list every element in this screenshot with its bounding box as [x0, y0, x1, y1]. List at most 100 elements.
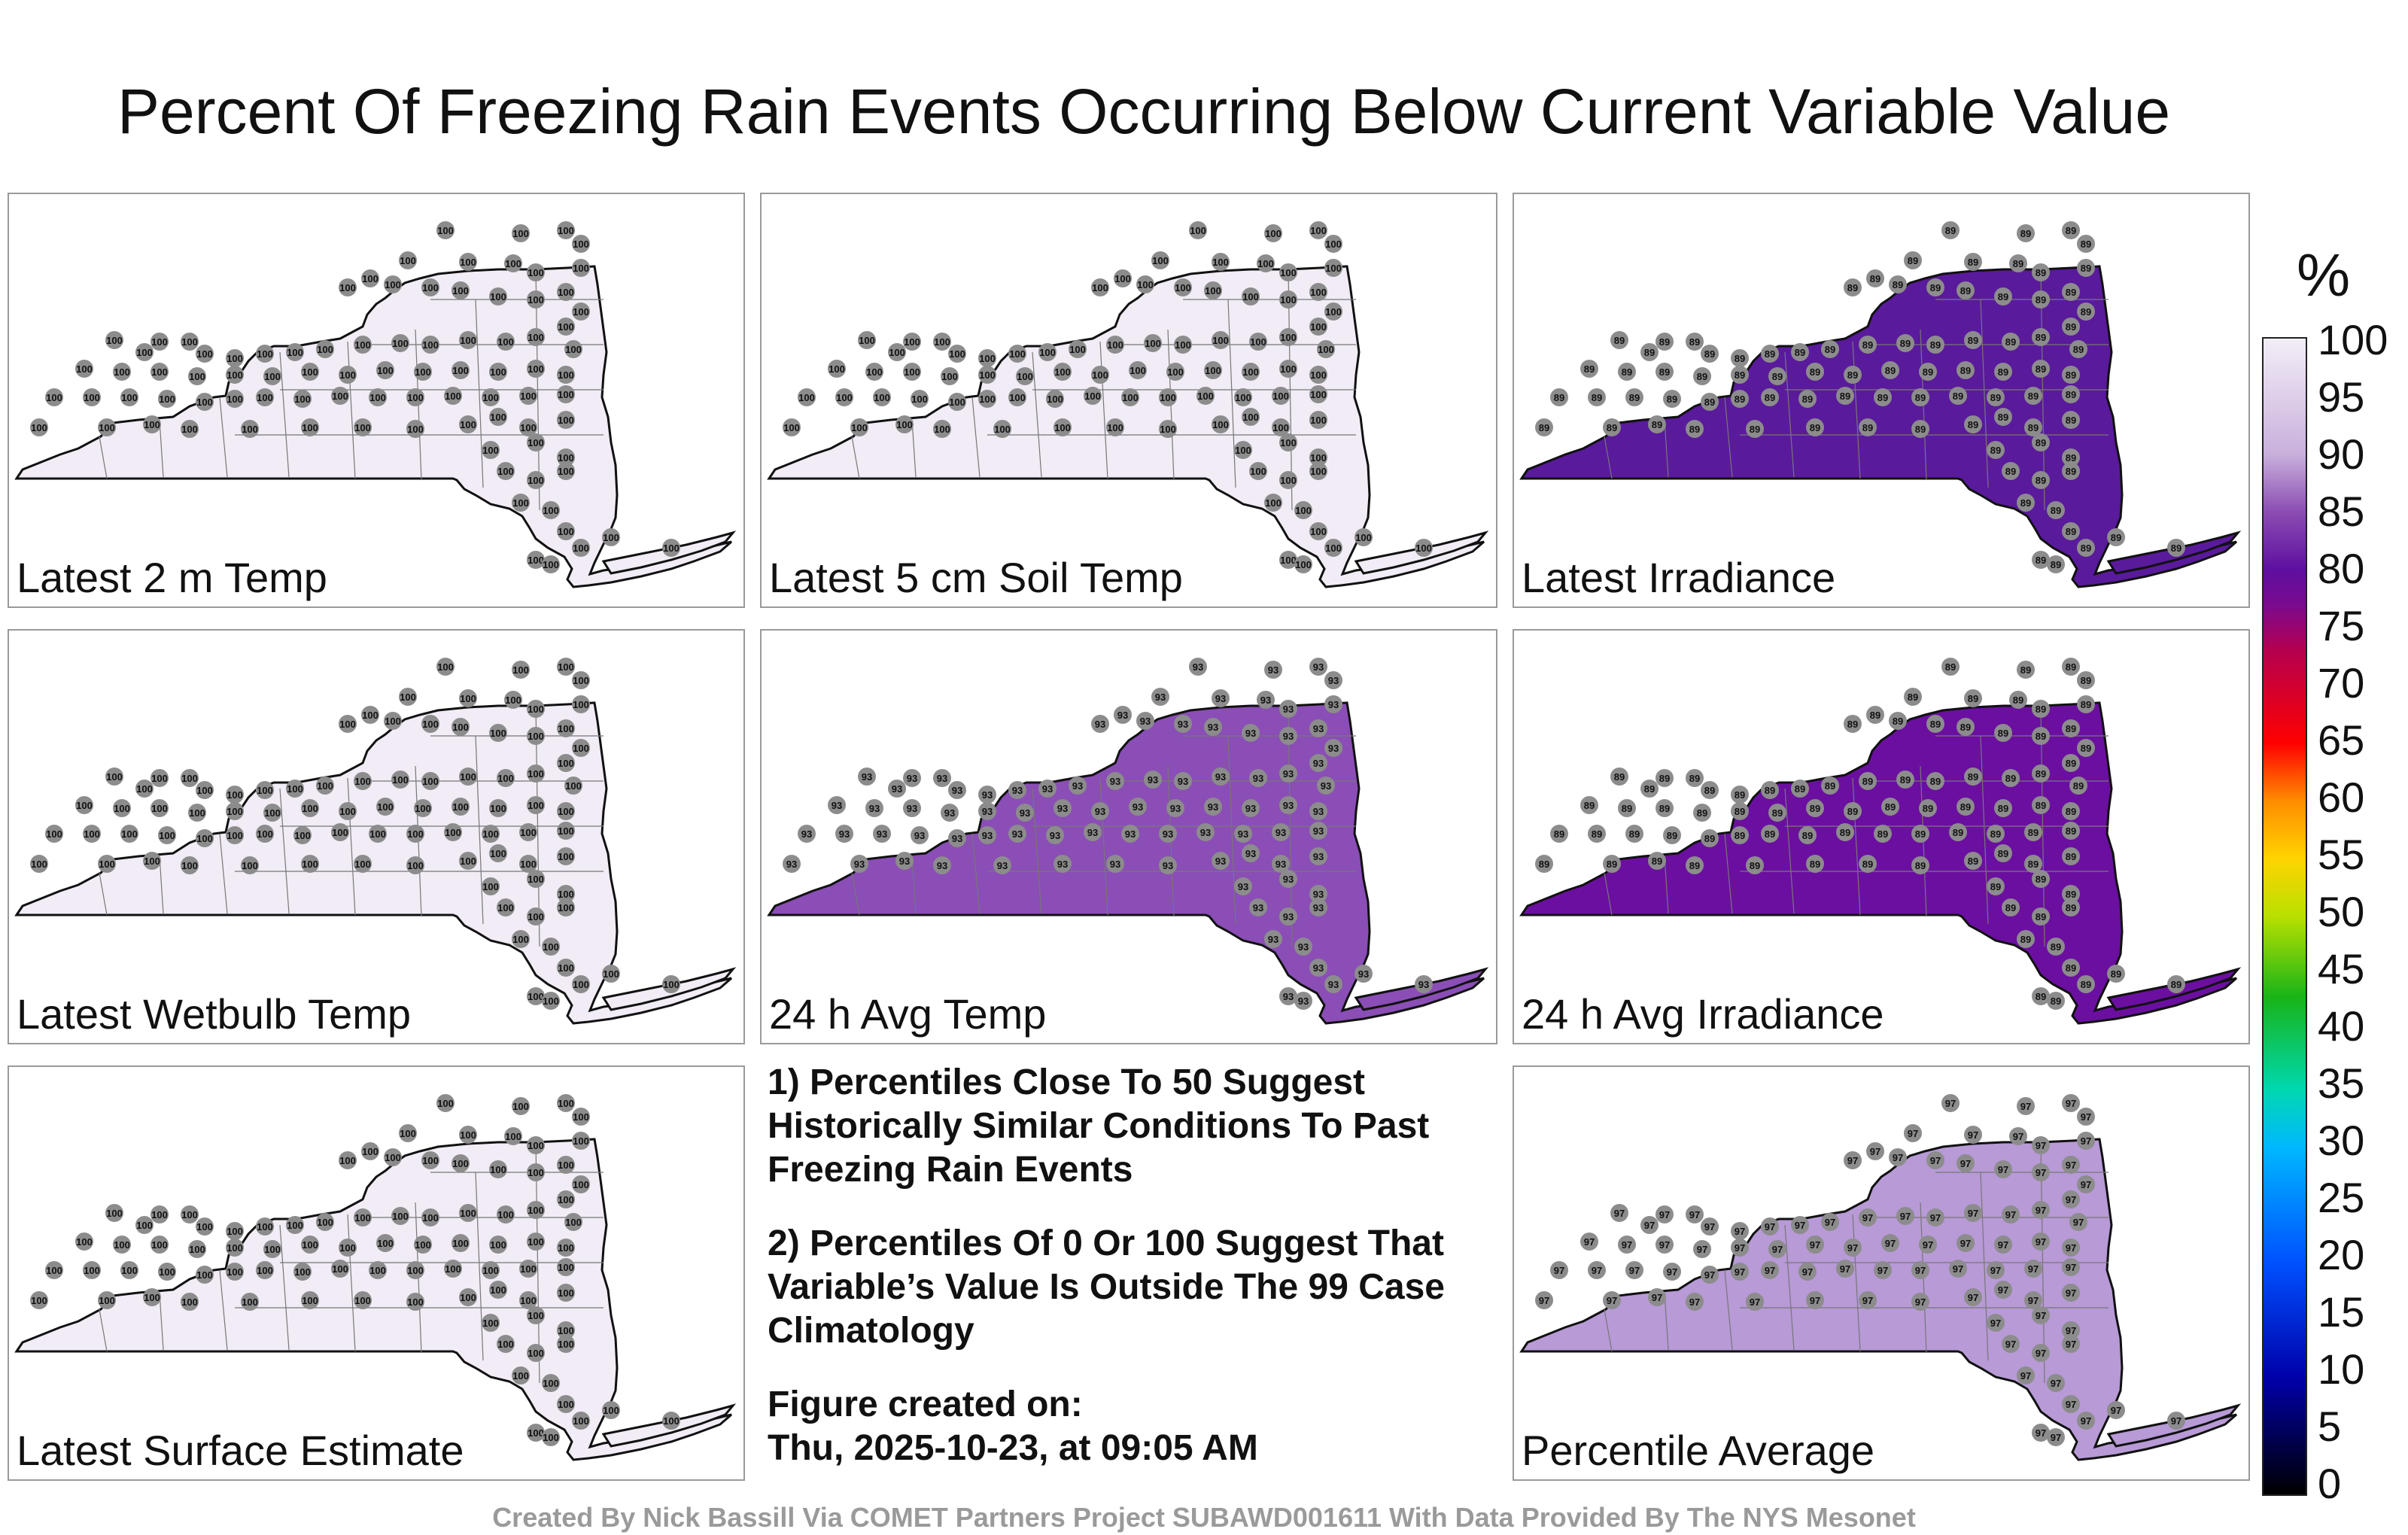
station-value: 97	[1765, 1265, 1775, 1276]
station-marker: 100	[602, 965, 620, 983]
station-marker: 89	[2017, 661, 2035, 679]
station-value: 100	[490, 412, 506, 423]
station-value: 100	[1009, 348, 1026, 360]
station-value: 100	[1092, 369, 1108, 381]
station-marker: 89	[2062, 366, 2080, 384]
station-marker: 89	[2077, 302, 2095, 321]
station-marker: 97	[2002, 1335, 2020, 1353]
station-marker: 89	[2167, 975, 2185, 993]
station-marker: 100	[1016, 367, 1034, 385]
station-value: 100	[505, 258, 521, 269]
station-marker: 100	[519, 418, 537, 436]
station-marker: 93	[888, 780, 906, 798]
station-marker: 89	[1881, 361, 1899, 379]
station-value: 89	[1915, 424, 1926, 435]
station-marker: 100	[354, 1208, 372, 1226]
station-marker: 89	[2062, 462, 2080, 480]
station-marker: 97	[1610, 1204, 1628, 1222]
station-marker: 89	[1987, 825, 2005, 843]
station-value: 100	[528, 1427, 544, 1439]
station-marker: 97	[2107, 1401, 2125, 1419]
station-value: 89	[1607, 859, 1617, 870]
station-marker: 100	[557, 802, 575, 820]
station-value: 89	[1915, 828, 1926, 840]
station-value: 89	[2066, 723, 2076, 734]
station-marker: 100	[557, 283, 575, 301]
station-value: 100	[490, 848, 506, 859]
station-marker: 93	[1279, 727, 1297, 745]
station-marker: 100	[602, 1401, 620, 1419]
station-marker: 100	[83, 825, 101, 843]
station-value: 97	[2066, 1287, 2076, 1299]
station-value: 100	[460, 856, 476, 867]
station-marker: 100	[865, 363, 883, 381]
station-value: 100	[452, 285, 469, 296]
station-value: 89	[1945, 661, 1956, 673]
station-marker: 100	[421, 336, 439, 354]
station-value: 100	[543, 995, 559, 1007]
station-value: 89	[2171, 979, 2181, 990]
station-value: 100	[257, 1265, 273, 1276]
station-marker: 100	[226, 826, 244, 844]
station-value: 97	[2066, 1325, 2076, 1336]
station-marker: 100	[188, 1240, 206, 1258]
station-value: 89	[1644, 783, 1655, 795]
station-value: 100	[415, 366, 431, 378]
station-value: 89	[1953, 391, 1963, 402]
station-value: 89	[1697, 807, 1707, 819]
station-marker: 93	[1159, 856, 1177, 874]
station-marker: 89	[1686, 856, 1704, 874]
station-value: 100	[189, 807, 205, 819]
station-value: 89	[1689, 773, 1700, 784]
station-value: 93	[1178, 719, 1188, 730]
station-marker: 97	[2002, 1205, 2020, 1223]
colorbar-tick: 90	[2318, 430, 2365, 478]
station-value: 100	[1130, 365, 1146, 376]
station-marker: 100	[564, 340, 582, 358]
station-value: 89	[1893, 716, 1903, 727]
panel-label: 24 h Avg Irradiance	[1522, 990, 1884, 1038]
station-value: 97	[1810, 1295, 1820, 1306]
station-value: 100	[783, 422, 800, 433]
station-marker: 100	[45, 825, 63, 843]
station-value: 93	[952, 833, 962, 844]
station-marker: 89	[2002, 462, 2020, 480]
station-value: 100	[1054, 366, 1071, 378]
station-value: 100	[415, 803, 431, 814]
station-marker: 100	[301, 418, 319, 436]
station-marker: 100	[459, 1288, 477, 1306]
station-value: 100	[528, 874, 544, 885]
station-marker: 89	[2077, 975, 2095, 993]
station-value: 93	[869, 803, 880, 814]
station-marker: 89	[1686, 333, 1704, 351]
station-value: 100	[31, 859, 47, 870]
station-marker: 100	[391, 1207, 409, 1225]
station-value: 89	[2081, 263, 2091, 274]
station-value: 93	[907, 773, 917, 784]
station-value: 97	[1735, 1266, 1745, 1278]
station-value: 100	[558, 758, 574, 769]
station-value: 89	[2020, 934, 2031, 945]
station-marker: 100	[527, 1344, 545, 1362]
station-value: 89	[1968, 257, 1978, 268]
station-value: 89	[2081, 743, 2091, 754]
station-value: 100	[497, 336, 514, 348]
station-value: 100	[445, 827, 461, 838]
station-marker: 100	[572, 259, 590, 277]
station-marker: 97	[1859, 1291, 1877, 1309]
station-marker: 100	[75, 1233, 93, 1251]
station-marker: 89	[1987, 441, 2005, 459]
station-marker: 93	[1242, 799, 1260, 817]
station-value: 93	[1283, 704, 1294, 715]
station-marker: 100	[557, 448, 575, 467]
station-marker: 100	[339, 1151, 357, 1169]
station-value: 100	[528, 437, 544, 448]
station-value: 93	[1193, 661, 1203, 673]
station-marker: 100	[512, 224, 530, 242]
station-value: 100	[354, 422, 371, 433]
station-value: 89	[1998, 412, 2008, 423]
station-marker: 100	[316, 777, 334, 795]
station-marker: 100	[384, 1148, 402, 1166]
station-marker: 100	[504, 691, 522, 709]
station-marker: 97	[1731, 1263, 1749, 1281]
